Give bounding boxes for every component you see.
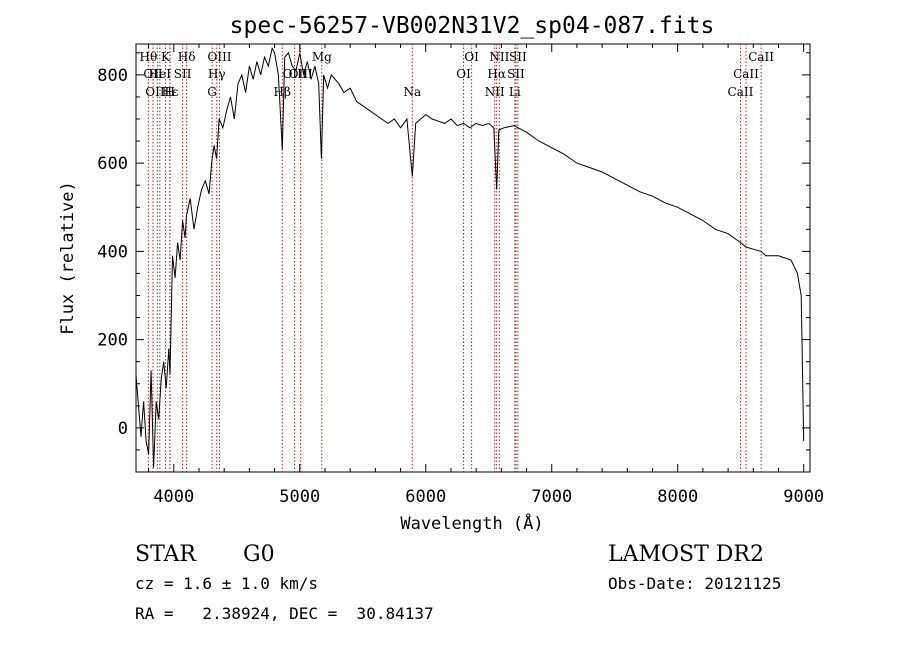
spectral-line-label: Mg [312,50,332,64]
spectral-line-label: SII [174,67,192,81]
spectral-line-markers [147,44,762,472]
plot-frame [135,43,811,473]
x-axis-label: Wavelength (Å) [400,512,543,534]
spectral-line-label: Hα [487,67,506,81]
chart-title: spec-56257-VB002N31V2_sp04-087.fits [230,13,715,39]
y-axis-label: Flux (relative) [58,181,78,335]
survey-label: LAMOST DR2 [608,542,764,567]
x-tick-label: 6000 [405,487,446,507]
spectral-line-label: NII [485,85,505,99]
spectral-line-label: HeI [149,67,172,81]
spectral-line-label: OIII [207,50,231,64]
x-tick-label: 8000 [657,487,698,507]
spectral-line-label: OIII [145,85,169,99]
spectral-line-label: OI [456,67,471,81]
spectral-line-labels: HθOIIOIIIHeIKHεHSIIHδGHγOIIIHβOIIIOIIIMg… [139,50,774,99]
y-tick-label: 400 [97,242,128,262]
spectral-line-label: K [161,50,171,64]
y-tick-label: 600 [97,154,128,174]
spectral-line-label: SII [507,67,525,81]
spectral-line-label: OIII [283,67,307,81]
y-axis-ticks: 0 200 400 600 800 [97,52,810,473]
redshift-label: cz = 1.6 ± 1.0 km/s [135,574,318,593]
subclass-label: G0 [243,542,275,567]
spectral-line-label: Li [509,85,521,99]
y-tick-label: 800 [97,66,128,86]
spectral-line-label: Na [403,85,421,99]
x-tick-label: 9000 [783,487,824,507]
y-tick-label: 200 [97,331,128,351]
y-tick-label: 0 [118,419,128,439]
x-tick-label: 4000 [153,487,194,507]
spectrum-series-line [135,47,805,468]
spectral-line-label: CaII [728,85,754,99]
spectral-line-label: Hε [162,85,179,99]
spectral-line-label: CaII [748,50,774,64]
spectral-line-label: NII [489,50,509,64]
spectral-line-label: H [165,85,175,99]
spectral-line-label: SII [509,50,527,64]
spectral-line-label: OII [143,67,163,81]
x-tick-label: 5000 [279,487,320,507]
obs-date-label: Obs-Date: 20121125 [608,574,781,593]
spectral-line-label: Hθ [139,50,157,64]
coords-label: RA = 2.38924, DEC = 30.84137 [135,604,434,623]
spectral-line-label: Hβ [274,85,291,99]
class-label: STAR [135,542,197,567]
spectral-line-label: OIII [289,67,313,81]
spectral-line-label: G [207,85,217,99]
spectral-line-label: OI [464,50,479,64]
plot-border [135,43,811,473]
x-axis-ticks: 4000 5000 6000 7000 8000 9000 [148,44,824,507]
spectral-line-label: Hδ [178,50,196,64]
x-tick-label: 7000 [531,487,572,507]
spectral-line-label: CaII [733,67,759,81]
spectral-line-label: Hγ [208,67,226,81]
